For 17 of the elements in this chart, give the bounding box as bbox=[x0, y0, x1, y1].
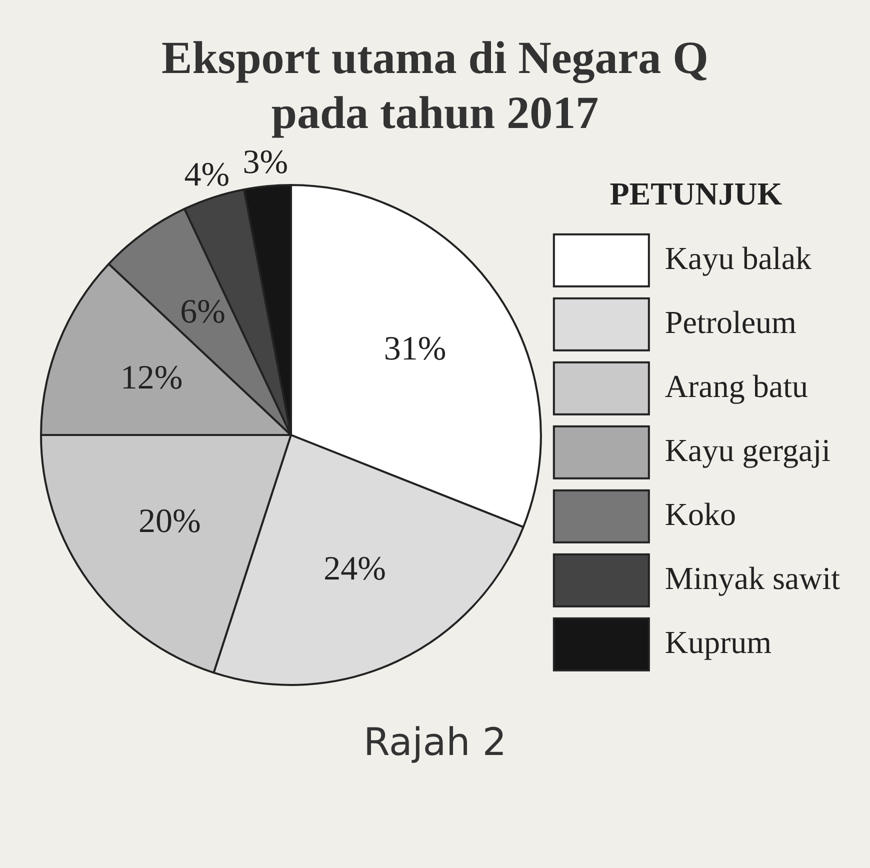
text: Rajah 2 bbox=[362, 720, 508, 764]
data-label: 20% bbox=[138, 503, 201, 540]
data-label: 3% bbox=[242, 144, 288, 182]
legend-label: Arang batu bbox=[664, 368, 808, 404]
legend-label: Koko bbox=[664, 496, 736, 532]
legend-label: Kayu balak bbox=[664, 240, 812, 276]
data-label: 4% bbox=[184, 156, 230, 194]
data-label: 24% bbox=[324, 550, 386, 588]
legend-label: Kayu gergaji bbox=[664, 432, 831, 468]
legend-label: Kuprum bbox=[664, 624, 772, 660]
legend-title: PETUNJUK bbox=[610, 176, 782, 212]
data-label: 12% bbox=[120, 360, 183, 398]
legend-label: Minyak sawit bbox=[664, 560, 840, 596]
data-label: 6% bbox=[180, 294, 226, 331]
chart-title: Eksport utama di Negara Q pada tahun 2017 bbox=[160, 31, 710, 140]
legend-label: Petroleum bbox=[664, 304, 797, 340]
data-label: 31% bbox=[384, 331, 446, 368]
